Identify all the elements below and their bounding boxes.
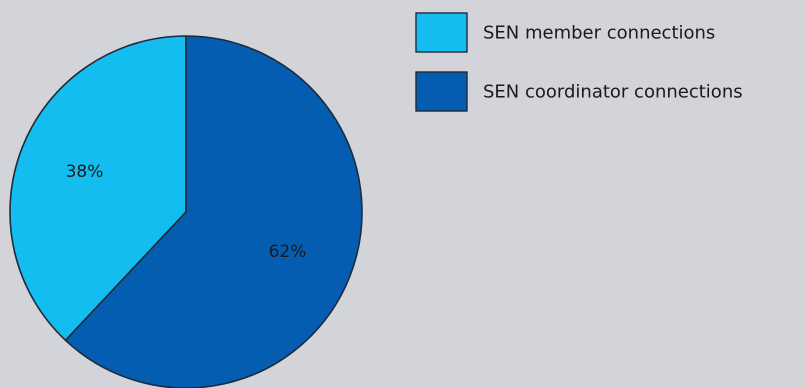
- pie-slices: [9, 35, 363, 388]
- slice-label-coordinator: 62%: [269, 242, 307, 262]
- legend-label-member: SEN member connections: [483, 23, 715, 44]
- legend: SEN member connections SEN coordinator co…: [415, 12, 743, 112]
- pie-slice-coordinator: [64, 35, 363, 388]
- pie-slice-member: [9, 35, 187, 342]
- slice-label-member: 38%: [66, 162, 104, 182]
- pie-slice-labels: 38% 62%: [66, 162, 307, 262]
- legend-swatch-member: [415, 12, 468, 53]
- legend-swatch-coordinator: [415, 71, 468, 112]
- legend-label-coordinator: SEN coordinator connections: [483, 82, 743, 103]
